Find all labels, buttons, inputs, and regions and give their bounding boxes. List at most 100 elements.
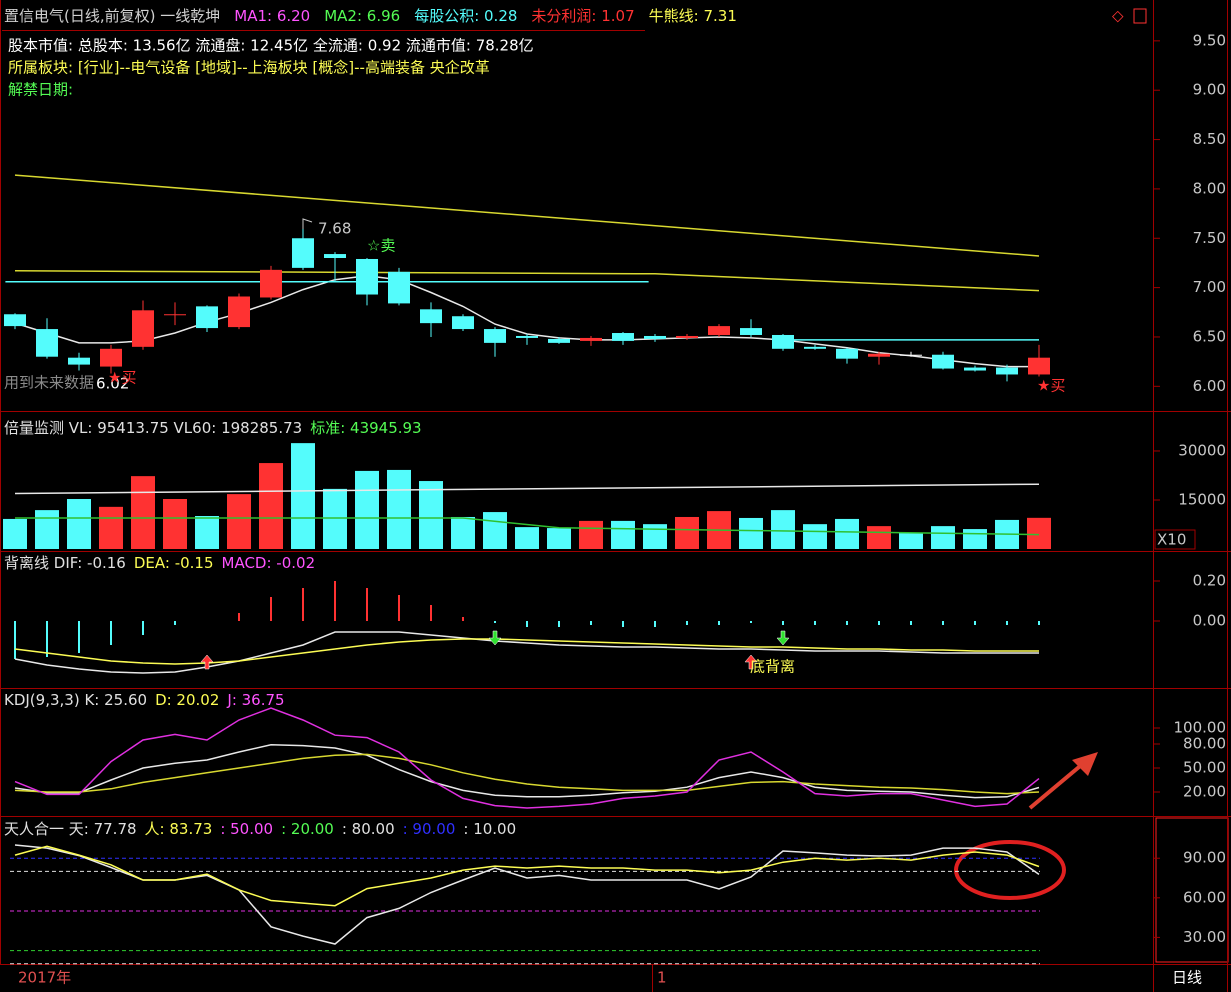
highlight-arrow-head (1072, 752, 1098, 776)
panel-header-item: KDJ(9,3,3) K: 25.60 (4, 691, 147, 709)
candle-body (868, 353, 890, 357)
y-tick-label: 8.00 (1193, 179, 1226, 197)
annotation: 用到未来数据 (4, 374, 94, 392)
y-tick-label: 6.00 (1193, 377, 1226, 395)
candle-body (68, 357, 90, 365)
signal-arrow (744, 654, 758, 670)
footer-right: 日线 (1172, 969, 1202, 987)
highlight-arrow (1028, 760, 1087, 810)
volume-bar (259, 463, 283, 549)
volume-bar (547, 528, 571, 549)
volume-bar (675, 516, 699, 549)
signal-arrow (488, 630, 502, 646)
candle-body (324, 254, 346, 258)
highlight-ellipse (954, 840, 1066, 900)
y-tick-label: 9.00 (1193, 81, 1226, 99)
volume-bar (131, 476, 155, 549)
series-line (14, 707, 1040, 809)
panel-header-item: 标准: 43945.93 (310, 419, 421, 437)
panel-header-item: : 90.00 (403, 820, 456, 838)
series-line (15, 517, 1040, 536)
volume-bar (227, 494, 251, 549)
volume-bar (387, 469, 411, 549)
volume-bar (99, 506, 123, 549)
volume-bar (515, 527, 539, 549)
series-line (14, 270, 1040, 292)
volume-bar (579, 520, 603, 549)
volume-bar (163, 499, 187, 549)
panel-header: 倍量监测 VL: 95413.75 VL60: 198285.73 标准: 439… (4, 419, 422, 437)
header-item: 牛熊线: 7.31 (649, 7, 737, 25)
candle-body (580, 337, 602, 341)
panel-header-item: D: 20.02 (155, 691, 219, 709)
candle-body (196, 306, 218, 329)
volume-bar (963, 529, 987, 549)
y-tick-label: 8.50 (1193, 130, 1226, 148)
header-item: 未分利润: 1.07 (531, 7, 634, 25)
series-line (14, 483, 1040, 495)
panel-header: 天人合一 天: 77.78 人: 83.73: 50.00: 20.00: 80.… (4, 820, 516, 838)
y-tick-label: 15000 (1178, 490, 1226, 508)
annotation: 6.02 (96, 375, 129, 393)
candle-body (452, 316, 474, 330)
volume-bar (451, 516, 475, 549)
panel-header: 背离线 DIF: -0.16 DEA: -0.15 MACD: -0.02 (4, 554, 315, 572)
volume-bar (867, 526, 891, 549)
y-tick-label: 100.00 (1174, 719, 1227, 737)
panel-header-item: : 80.00 (342, 820, 395, 838)
y-tick-label: 50.00 (1183, 759, 1226, 777)
candle-body (228, 296, 250, 328)
panel-header-item: 背离线 DIF: -0.16 (4, 554, 126, 572)
y-tick-label: 7.00 (1193, 278, 1226, 296)
panel-header-item: MACD: -0.02 (222, 554, 316, 572)
volume-bar (323, 488, 347, 549)
series-line (14, 845, 1040, 907)
panel-header-item: : 10.00 (463, 820, 516, 838)
y-tick-label: 30.00 (1183, 928, 1226, 946)
candle-body (164, 314, 186, 316)
series-line (14, 174, 1040, 257)
y-tick-label: 0.00 (1193, 612, 1226, 630)
y-tick-label: 90.00 (1183, 849, 1226, 867)
candle-body (772, 334, 794, 349)
panel-header-item: 倍量监测 VL: 95413.75 VL60: 198285.73 (4, 419, 302, 437)
volume-bar (931, 526, 955, 549)
header-item: MA1: 6.20 (234, 7, 310, 25)
header-item: 置信电气(日线,前复权) 一线乾坤 (4, 7, 220, 25)
unit-box (1154, 529, 1196, 550)
volume-bar (1027, 517, 1051, 549)
candle-body (548, 338, 570, 343)
volume-bar (3, 518, 27, 549)
candle-body (996, 367, 1018, 375)
annotation: 底背离 (750, 658, 795, 676)
info-line: 股本市值: 总股本: 13.56亿 流通盘: 12.45亿 全流通: 0.92 … (8, 37, 534, 55)
footer-left: 2017年 (18, 969, 71, 987)
y-tick-label: 20.00 (1183, 783, 1226, 801)
candle-body (804, 346, 826, 349)
candle-body (292, 238, 314, 268)
candle-body (932, 354, 954, 369)
volume-bar (771, 510, 795, 549)
series-line (14, 753, 1040, 795)
volume-bar (483, 512, 507, 549)
candle-body (1028, 357, 1050, 375)
volume-bar (643, 524, 667, 549)
volume-bar (35, 510, 59, 549)
volume-bar (291, 443, 315, 549)
series-line (14, 631, 1039, 674)
y-tick-label: 6.50 (1193, 327, 1226, 345)
volume-bar (355, 470, 379, 549)
candle-body (836, 348, 858, 359)
annotation: ★买 (108, 369, 136, 387)
y-tick-label: 80.00 (1183, 735, 1226, 753)
series-line (14, 638, 1039, 665)
candle-body (708, 326, 730, 335)
panel-header-item: : 50.00 (220, 820, 273, 838)
candle-body (484, 329, 506, 343)
icon (1133, 8, 1147, 24)
panel-header-item: 天人合一 天: 77.78 (4, 820, 137, 838)
volume-bar (803, 524, 827, 549)
candle-body (516, 335, 538, 338)
header: 置信电气(日线,前复权) 一线乾坤 MA1: 6.20 MA2: 6.96 每股公积:… (4, 7, 737, 25)
candle-body (388, 271, 410, 304)
